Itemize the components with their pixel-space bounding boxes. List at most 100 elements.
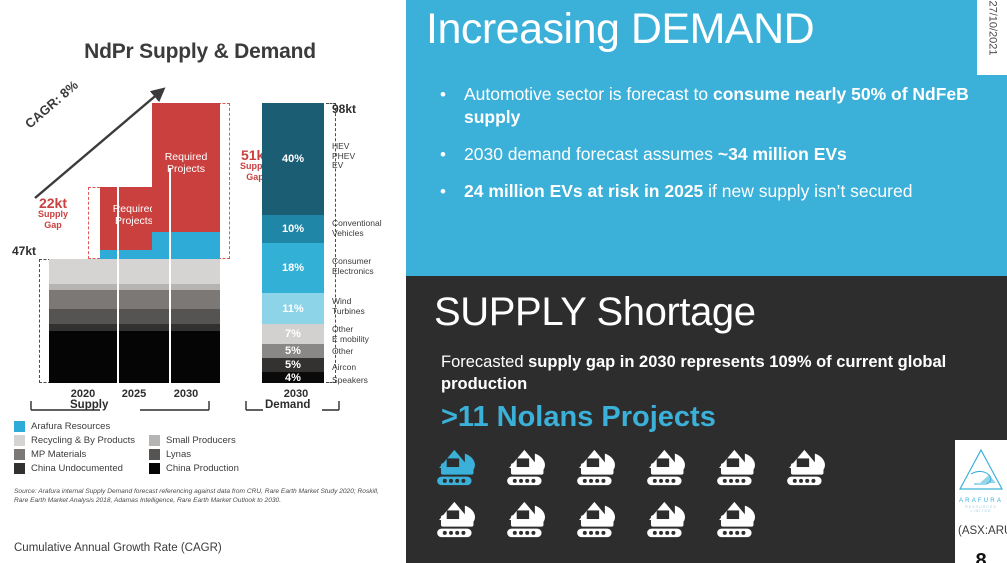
required-projects-label-2025: Required Projects (100, 203, 168, 227)
legend-swatch-recycling (14, 435, 25, 446)
seg-recycling-2030 (152, 259, 220, 284)
chart-legend: Arafura Resources Recycling & By Product… (14, 421, 394, 477)
legend-item-small-producers: Small Producers (149, 435, 236, 446)
legend-swatch-lynas (149, 449, 160, 460)
demand-bullet-1: • Automotive sector is forecast to consu… (440, 83, 988, 129)
excavator-icon (647, 449, 685, 486)
legend-row-4: China Undocumented China Production (14, 463, 394, 474)
b1-bold: consume nearly 50% of NdFeB supply (464, 84, 969, 127)
legend-item-lynas: Lynas (149, 449, 191, 460)
dlabel-wind-turbines: Wind Turbines (332, 296, 365, 316)
dseg-hev-phev-ev: 40% (262, 103, 324, 215)
dseg-conventional-vehicles: 10% (262, 215, 324, 243)
dseg-value-speakers: 4% (285, 371, 301, 384)
legend-item-recycling: Recycling & By Products (14, 435, 149, 446)
dseg-other: 5% (262, 344, 324, 358)
shortage-sub-bold: supply gap in 2030 represents 109% of cu… (441, 353, 947, 393)
seg-small-producers-2030 (152, 284, 220, 290)
chart-title: NdPr Supply & Demand (84, 40, 316, 63)
page-number: 8 (975, 550, 987, 563)
legend-row-2: Recycling & By Products Small Producers (14, 435, 394, 446)
excavator-icon-grid (433, 446, 993, 550)
demand-bar-2030: 40% 10% 18% 11% 7% 5% 5% 4% (262, 103, 324, 384)
dseg-value-consumer: 18% (281, 262, 305, 274)
excavator-icon (577, 449, 615, 486)
seg-arafura-2025 (100, 250, 168, 259)
req-line2-2025: Projects (115, 215, 153, 227)
b3-bold: 24 million EVs at risk in 2025 (464, 181, 704, 201)
required-projects-label-2030: Required Projects (152, 151, 220, 175)
chart-panel: NdPr Supply & Demand CAGR: 8% 47kt 22kt … (0, 0, 406, 563)
req-line1-2030: Required (164, 151, 208, 163)
demand-bracket (245, 401, 340, 411)
gap-label-2025: 22kt Supply Gap (22, 195, 84, 231)
b1-pre: Automotive sector is forecast to (464, 84, 713, 104)
gap-cap2-2030: Gap (246, 172, 264, 182)
seg-mp-materials-2030 (152, 290, 220, 309)
legend-swatch-arafura (14, 421, 25, 432)
seg-china-undoc-2020 (49, 324, 117, 331)
dseg-value-conventional: 10% (281, 223, 305, 235)
shortage-heading: SUPPLY Shortage (434, 290, 756, 334)
supply-shortage-panel: SUPPLY Shortage Forecasted supply gap in… (406, 276, 1007, 563)
dseg-speakers: 4% (262, 371, 324, 384)
demand-bullet-list: • Automotive sector is forecast to consu… (440, 83, 988, 217)
legend-item-mp-materials: MP Materials (14, 449, 149, 460)
b2-bold: ~34 million EVs (717, 144, 847, 164)
excavator-icon (507, 501, 545, 538)
gap-cap1-2030: Supply (239, 161, 270, 171)
axis-year-2030: 2030 (173, 388, 199, 400)
cagr-footnote: Cumulative Annual Growth Rate (CAGR) (14, 542, 222, 554)
b2-pre: 2030 demand forecast assumes (464, 144, 718, 164)
demand-axis-year: 2030 (283, 388, 309, 400)
demand-heading: Increasing DEMAND (426, 5, 815, 53)
req-line1-2025: Required (112, 203, 156, 215)
supply-bar-2030: Required Projects (152, 103, 220, 383)
legend-label-small-producers: Small Producers (166, 435, 236, 446)
seg-small-producers-2020 (49, 284, 117, 290)
dlabel-other: Other (332, 346, 354, 356)
excavator-icon (437, 501, 475, 538)
bar-divider-1 (117, 187, 119, 383)
legend-row-1: Arafura Resources (14, 421, 394, 432)
excavator-icon (577, 501, 615, 538)
demand-bullet-3: • 24 million EVs at risk in 2025 if new … (440, 180, 988, 203)
gap-bracket-2025 (88, 187, 100, 259)
dseg-wind-turbines: 11% (262, 293, 324, 324)
dseg-value-wind: 11% (282, 302, 304, 315)
excavator-row-1 (433, 446, 993, 489)
gap-value-2025: 22kt (38, 195, 68, 211)
demand-bullet-1-text: Automotive sector is forecast to consume… (464, 83, 988, 129)
legend-item-china-undocumented: China Undocumented (14, 463, 149, 474)
excavator-icon (787, 449, 825, 486)
legend-swatch-china-undocumented (14, 463, 25, 474)
arafura-tagline: RESOURCES LIMITED (965, 505, 997, 513)
legend-row-3: MP Materials Lynas (14, 449, 394, 460)
seg-small-producers-2025 (100, 284, 168, 290)
increasing-demand-panel: Increasing DEMAND • Automotive sector is… (406, 0, 1007, 276)
legend-label-china-production: China Production (166, 463, 239, 474)
logo-footer: ARAFURA RESOURCES LIMITED (ASX:ARU 8 (955, 440, 1007, 563)
seg-china-undoc-2025 (100, 324, 168, 331)
gap-bracket-2030 (218, 103, 230, 259)
dlabel-aircon: Aircon (332, 362, 357, 372)
gap-cap2-2025: Gap (44, 220, 62, 230)
shortage-sub-pre: Forecasted (441, 353, 529, 371)
legend-item-arafura: Arafura Resources (14, 421, 149, 432)
dseg-other-e-mobility: 7% (262, 324, 324, 344)
legend-label-mp-materials: MP Materials (31, 449, 87, 460)
dseg-consumer-electronics: 18% (262, 243, 324, 293)
dlabel-consumer-electronics: Consumer Electronics (332, 256, 374, 276)
nolans-projects-highlight: >11 Nolans Projects (441, 401, 716, 433)
dlabel-conventional-vehicles: Conventional Vehicles (332, 218, 382, 238)
slide-date: 27/10/2021 (986, 0, 999, 56)
req-line2-2030: Projects (167, 163, 205, 175)
legend-swatch-small-producers (149, 435, 160, 446)
bullet-marker-1: • (440, 85, 446, 104)
arafura-logo-icon (958, 448, 1004, 490)
supply-bracket (30, 401, 210, 411)
excavator-icon (437, 449, 475, 486)
legend-item-china-production: China Production (149, 463, 239, 474)
cagr-arrow-icon (34, 87, 166, 199)
